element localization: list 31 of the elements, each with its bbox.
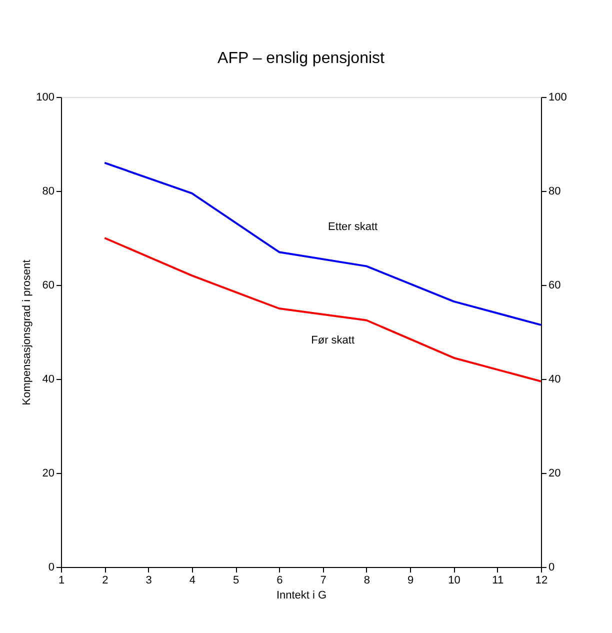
series-label: Før skatt [311,334,355,346]
chart-title: AFP – enslig pensjonist [218,50,386,67]
text: Etter skatt [328,221,378,234]
x-tick-label: 4 [189,574,196,586]
x-tick-label: 11 [492,574,504,586]
x-tick-label: 1 [58,574,65,586]
x-tick-label: 6 [276,574,283,586]
y2-tick-label: 100 [548,92,567,104]
x-tick-label: 12 [535,574,548,586]
y-tick-label: 100 [36,92,54,104]
x-axis-title: Inntekt i G [276,590,327,602]
x-tick-label: 5 [232,574,240,586]
y-tick-label: 20 [42,468,54,480]
x-tick-label: 7 [320,574,326,586]
line-series [104,237,542,382]
y2-tick-label: 40 [548,374,561,386]
y2-tick-label: 20 [548,468,561,480]
y2-tick-label: 80 [548,186,561,198]
y-tick-label: 60 [42,280,54,292]
y2-tick-label: 0 [548,562,555,574]
x-tick-label: 8 [364,574,370,586]
x-tick-label: 10 [448,574,460,586]
x-tick-label: 3 [146,574,152,586]
x-tick-label: 9 [408,574,414,586]
y-tick-label: 0 [48,562,54,574]
line-series [104,162,542,326]
y2-tick-label: 60 [548,280,561,292]
y-tick-label: 40 [42,374,54,386]
y-axis-title: Kompensasjonsgrad i prosent [21,260,34,406]
x-tick-label: 2 [102,574,108,586]
y-tick-label: 80 [42,186,54,198]
